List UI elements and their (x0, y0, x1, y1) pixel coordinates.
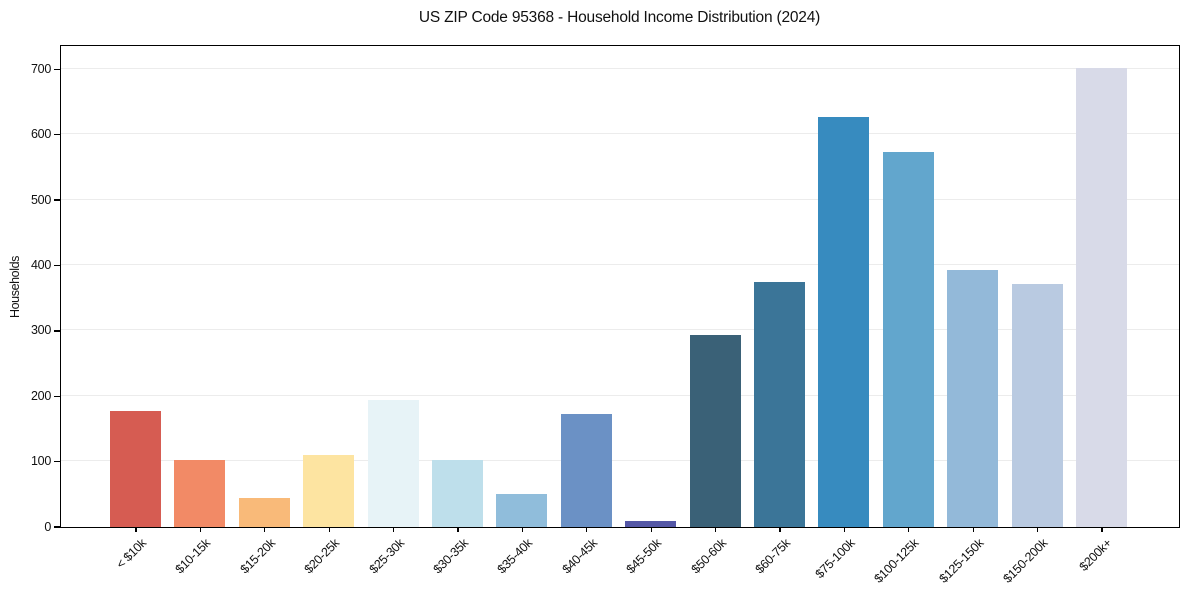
bar-11 (754, 281, 805, 527)
bar-5 (367, 400, 419, 527)
x-tick-mark-13 (908, 527, 910, 532)
bar-6 (432, 460, 483, 527)
x-tick-label-7: $35-40k (494, 536, 536, 577)
x-tick-mark-8 (586, 527, 588, 532)
y-tick-label-600: 600 (31, 127, 51, 142)
x-tick-mark-16 (1101, 527, 1103, 532)
y-tick-label-500: 500 (31, 192, 51, 207)
bar-3 (238, 498, 290, 527)
y-tick-mark-0 (54, 526, 60, 528)
y-tick-mark-700 (54, 68, 60, 70)
gridline-y300 (60, 329, 1179, 331)
x-tick-label-9: $45-50k (623, 536, 665, 577)
x-tick-label-6: $30-35k (430, 536, 471, 577)
x-tick-mark-14 (972, 527, 974, 532)
chart-title: US ZIP Code 95368 - Household Income Dis… (418, 9, 821, 26)
y-tick-label-300: 300 (31, 323, 51, 338)
x-tick-label-14: $125-150k (936, 536, 987, 586)
gridline-y400 (60, 263, 1179, 265)
bar-15 (1011, 283, 1063, 527)
bar-13 (882, 151, 934, 527)
x-tick-label-8: $40-45k (559, 536, 600, 577)
x-tick-mark-5 (392, 527, 395, 532)
bar-14 (947, 269, 999, 527)
x-tick-label-15: $150-200k (1000, 536, 1051, 586)
gridline-y600 (60, 133, 1179, 135)
y-tick-label-0: 0 (44, 519, 51, 534)
x-tick-mark-11 (779, 527, 781, 532)
x-tick-label-12: $75-100k (812, 536, 858, 582)
x-tick-mark-7 (521, 527, 524, 532)
y-tick-label-400: 400 (31, 257, 51, 272)
plot-area (59, 44, 1180, 528)
gridline-y700 (60, 67, 1179, 69)
bar-9 (625, 521, 677, 527)
gridline-y500 (60, 198, 1179, 200)
bar-8 (560, 414, 612, 527)
bar-2 (174, 460, 226, 527)
bar-4 (303, 455, 355, 527)
x-tick-mark-4 (328, 527, 330, 532)
x-tick-label-5: $25-30k (366, 536, 407, 577)
x-tick-mark-1 (135, 527, 137, 532)
y-tick-mark-500 (54, 199, 60, 201)
gridline-y200 (60, 394, 1179, 396)
x-tick-label-4: $20-25k (301, 536, 343, 577)
x-tick-label-2: $10-15k (172, 536, 214, 577)
y-tick-mark-200 (54, 395, 60, 397)
bar-1 (110, 411, 161, 527)
bar-16 (1076, 68, 1127, 527)
x-tick-mark-10 (714, 527, 717, 532)
x-tick-label-3: $15-20k (237, 536, 278, 577)
x-tick-mark-12 (843, 527, 846, 532)
gridline-y100 (60, 460, 1179, 462)
x-tick-label-10: $50-60k (688, 536, 729, 577)
y-tick-mark-400 (54, 264, 60, 267)
y-tick-mark-300 (54, 330, 60, 332)
y-tick-label-700: 700 (31, 61, 51, 76)
y-tick-mark-600 (54, 134, 60, 136)
y-tick-mark-100 (54, 460, 60, 463)
x-tick-label-16: $200k+ (1077, 536, 1115, 574)
x-tick-label-1: < $10k (113, 536, 149, 572)
y-tick-label-200: 200 (31, 388, 51, 403)
bar-10 (689, 334, 741, 527)
x-tick-mark-6 (457, 527, 459, 532)
x-tick-mark-3 (264, 527, 266, 532)
bar-12 (818, 116, 870, 527)
x-tick-mark-2 (199, 527, 202, 532)
x-tick-mark-9 (650, 527, 652, 532)
x-tick-label-11: $60-75k (752, 536, 793, 577)
bar-7 (496, 494, 548, 527)
x-tick-mark-15 (1036, 527, 1039, 532)
y-tick-label-100: 100 (31, 454, 51, 469)
x-tick-label-13: $100-125k (871, 536, 922, 586)
